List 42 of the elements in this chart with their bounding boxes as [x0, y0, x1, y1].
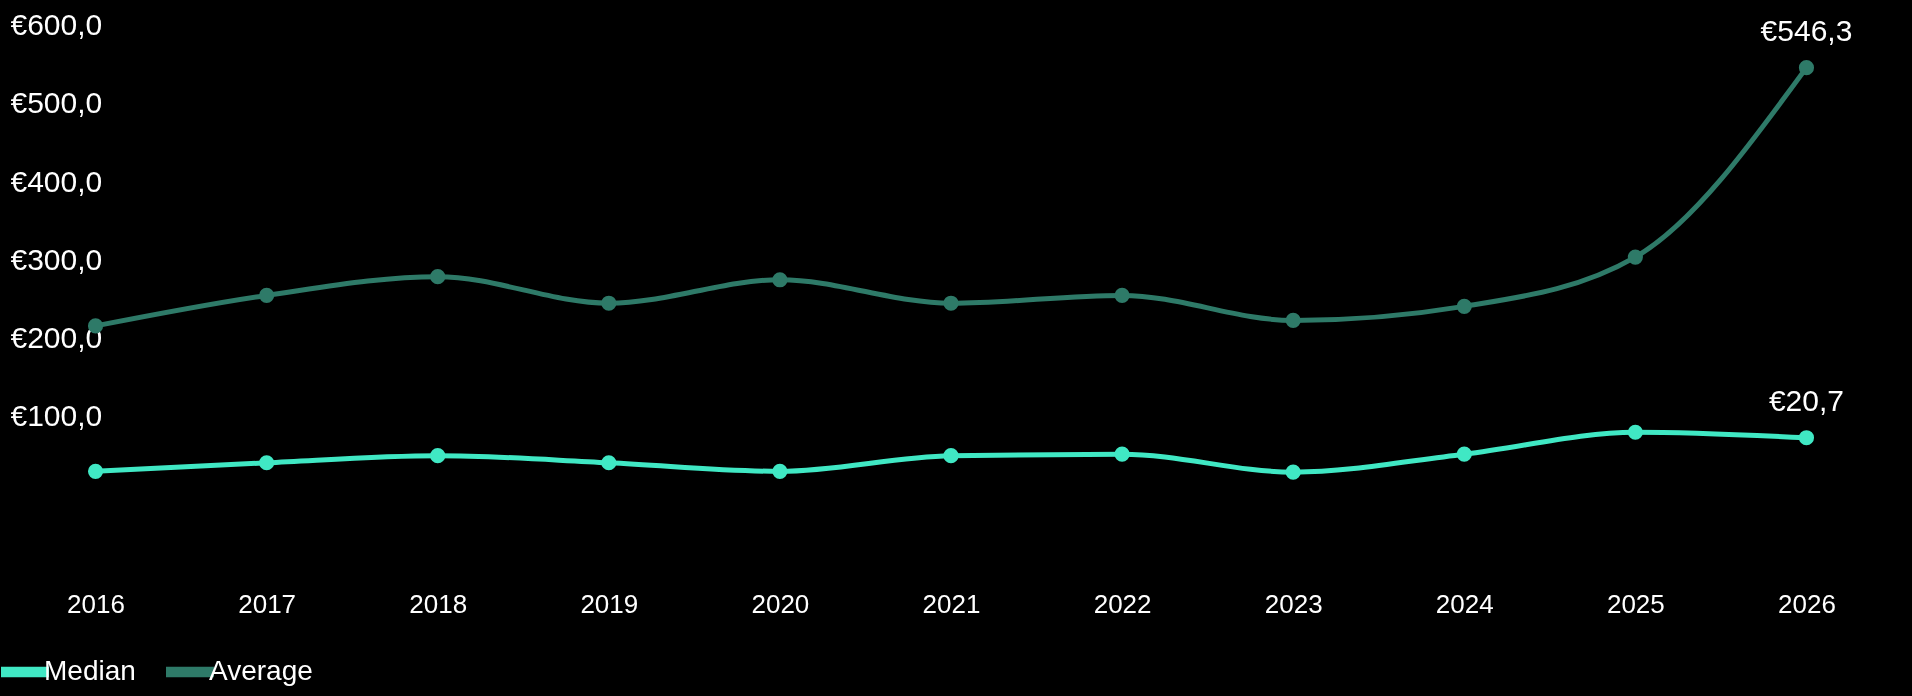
legend-label: Median — [44, 655, 136, 686]
point — [1798, 430, 1815, 446]
y-tick-label: €300,0 — [10, 242, 103, 276]
point — [1627, 249, 1643, 265]
x-tick-label: 2022 — [1093, 588, 1152, 619]
x-tick-label: 2025 — [1606, 588, 1665, 619]
x-tick-label: 2018 — [409, 588, 468, 619]
point — [1627, 424, 1643, 440]
x-tick-label: 2023 — [1264, 588, 1323, 619]
annotation: €20,7 — [1768, 383, 1844, 417]
x-tick-label: 2024 — [1435, 588, 1494, 619]
point — [259, 455, 275, 471]
y-tick-label: €500,0 — [10, 86, 103, 120]
x-tick-label: 2020 — [751, 588, 810, 619]
x-tick-label: 2016 — [67, 588, 125, 619]
x-tick-label: 2017 — [238, 588, 297, 619]
y-tick-label: €200,0 — [10, 320, 103, 354]
point — [430, 448, 446, 464]
point — [772, 463, 788, 479]
point — [1285, 464, 1301, 480]
y-tick-label: €100,0 — [10, 399, 103, 433]
legend-label: Average — [209, 655, 313, 686]
y-tick-label: €600,0 — [10, 8, 103, 42]
point — [87, 463, 104, 479]
point — [943, 295, 959, 311]
y-tick-label: €400,0 — [10, 164, 103, 198]
point — [1114, 287, 1130, 303]
point — [1798, 60, 1815, 76]
point — [1456, 446, 1472, 462]
point — [1114, 446, 1130, 462]
point — [943, 448, 959, 464]
point — [1456, 298, 1472, 314]
point — [259, 287, 275, 303]
x-tick-label: 2021 — [922, 588, 981, 619]
point — [601, 455, 617, 471]
point — [1285, 312, 1301, 328]
point — [772, 272, 788, 288]
x-tick-label: 2026 — [1778, 588, 1836, 619]
data-label: €546,3 — [1760, 13, 1853, 47]
point — [601, 295, 617, 311]
x-tick-label: 2019 — [580, 588, 639, 619]
point — [430, 269, 446, 285]
